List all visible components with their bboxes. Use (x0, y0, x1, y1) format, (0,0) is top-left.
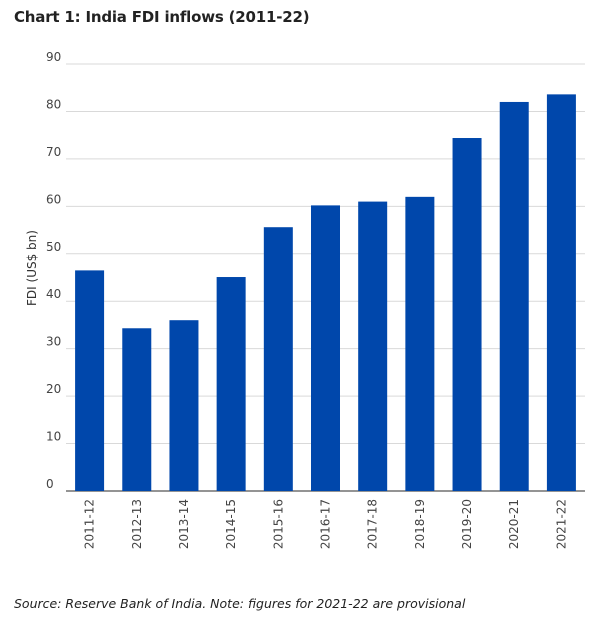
chart-title: Chart 1: India FDI inflows (2011-22) (14, 8, 310, 26)
x-tick-label: 2011-12 (83, 499, 97, 549)
x-tick-label: 2018-19 (413, 499, 427, 549)
bar-2019-20 (452, 138, 482, 491)
bar-2015-16 (263, 227, 293, 491)
bar-2016-17 (311, 205, 340, 491)
bar-2018-19 (405, 196, 435, 491)
y-tick-label: 20 (46, 382, 61, 396)
y-tick-label: 50 (46, 240, 61, 254)
bar-2013-14 (169, 320, 199, 491)
source-note: Source: Reserve Bank of India. Note: fig… (14, 596, 466, 611)
x-tick-label: 2021-22 (554, 499, 568, 549)
y-tick-label: 40 (46, 287, 61, 301)
y-tick-label: 70 (46, 145, 61, 159)
x-tick-label: 2016-17 (319, 499, 333, 549)
bar-2012-13 (122, 328, 152, 491)
y-axis-label: FDI (US$ bn) (25, 230, 39, 306)
bars (75, 94, 576, 492)
x-tick-label: 2013-14 (177, 499, 191, 549)
bar-chart: 0 10 20 30 40 50 60 70 80 90 2011-12 2012-13 2013-1… (25, 50, 585, 549)
x-tick-label: 2020-21 (507, 499, 521, 549)
x-tick-label: 2015-16 (271, 499, 285, 549)
y-tick-label: 80 (46, 97, 61, 111)
x-axis-ticks: 2011-12 2012-13 2013-14 2014-15 2015-16 2016-… (83, 499, 569, 549)
bar-2021-22 (546, 94, 576, 491)
bar-2014-15 (216, 277, 246, 491)
y-tick-label: 0 (46, 477, 54, 491)
y-tick-label: 90 (46, 50, 61, 64)
x-tick-label: 2012-13 (130, 499, 144, 549)
x-tick-label: 2019-20 (460, 499, 474, 549)
y-tick-label: 30 (46, 335, 61, 349)
x-tick-label: 2014-15 (224, 499, 238, 549)
y-axis-ticks: 0 10 20 30 40 50 60 70 80 90 (46, 50, 61, 491)
bar-2017-18 (358, 201, 388, 492)
y-tick-label: 10 (46, 430, 61, 444)
y-tick-label: 60 (46, 192, 61, 206)
x-tick-label: 2017-18 (366, 499, 380, 549)
bar-2020-21 (499, 101, 529, 491)
bar-2011-12 (75, 270, 105, 491)
